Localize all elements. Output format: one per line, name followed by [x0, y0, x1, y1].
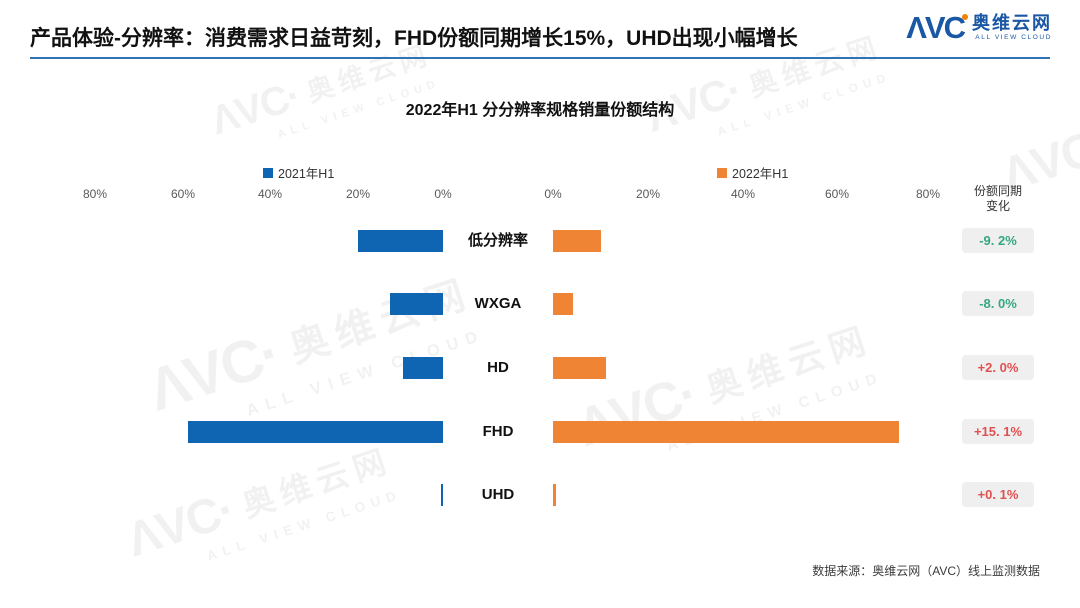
avc-logo-cn: 奥维云网	[972, 12, 1052, 33]
change-badge: -8. 0%	[962, 291, 1034, 316]
change-column-header: 份额同期 变化	[973, 184, 1023, 213]
bar-2021-hd	[403, 357, 443, 379]
legend-2021: 2021年H1	[263, 163, 334, 182]
left-axis-tick: 20%	[345, 187, 371, 201]
change-badge: +0. 1%	[962, 482, 1034, 507]
left-axis-tick: 0%	[434, 187, 452, 201]
chart-row-fhd: FHD +15. 1%	[0, 419, 1080, 444]
avc-logo-dot-icon	[962, 14, 968, 20]
change-badge: +2. 0%	[962, 355, 1034, 380]
chart-row-wxga: WXGA -8. 0%	[0, 291, 1080, 316]
bar-2022-low-res	[553, 230, 602, 252]
right-axis-tick: 40%	[730, 187, 756, 201]
left-axis-tick: 60%	[170, 187, 196, 201]
change-badge: -9. 2%	[962, 228, 1034, 253]
chart-row-low-res: 低分辨率 -9. 2%	[0, 228, 1080, 253]
right-axis-tick: 80%	[915, 187, 941, 201]
avc-watermark: ΛVC·奥维云网 ALL VIEW CLOUD	[140, 269, 488, 424]
chart-title: 2022年H1 分分辨率规格销量份额结构	[405, 102, 675, 119]
chart-row-uhd: UHD +0. 1%	[0, 482, 1080, 507]
bar-2021-fhd	[188, 421, 443, 443]
avc-logo: ΛVC 奥维云网 ALL VIEW CLOUD	[906, 12, 1052, 43]
category-label: UHD	[481, 486, 515, 503]
category-label: WXGA	[474, 295, 522, 312]
legend-2022: 2022年H1	[717, 163, 788, 182]
avc-logo-mark-icon: ΛVC	[906, 12, 968, 43]
page-title: 产品体验-分辨率：消费需求日益苛刻，FHD份额同期增长15%，UHD出现小幅增长	[30, 27, 798, 50]
legend-swatch-2021	[263, 167, 273, 178]
bar-2022-uhd	[553, 484, 556, 506]
category-label: 低分辨率	[467, 232, 528, 249]
data-source-note: 数据来源：奥维云网（AVC）线上监测数据	[812, 564, 1040, 578]
bar-2021-low-res	[358, 230, 443, 252]
legend-swatch-2022	[717, 167, 727, 178]
legend-label-2022: 2022年H1	[732, 167, 789, 181]
change-badge: +15. 1%	[962, 419, 1034, 444]
avc-watermark: ΛVC·奥维云网 ALL VIEW CLOUD	[120, 441, 405, 568]
legend-label-2021: 2021年H1	[278, 167, 335, 181]
bar-2021-uhd	[440, 484, 443, 506]
right-axis-tick: 0%	[544, 187, 562, 201]
bar-2022-wxga	[553, 293, 573, 315]
category-label: FHD	[482, 423, 514, 440]
right-axis-tick: 20%	[635, 187, 661, 201]
left-axis-tick: 80%	[82, 187, 108, 201]
right-axis-tick: 60%	[824, 187, 850, 201]
left-axis-tick: 40%	[257, 187, 283, 201]
header-divider	[30, 57, 1050, 59]
chart-row-hd: HD +2. 0%	[0, 355, 1080, 380]
bar-2022-hd	[553, 357, 606, 379]
avc-watermark: ΛVC·奥维云网 ALL VIEW CLOUD	[570, 318, 886, 459]
bar-2022-fhd	[553, 421, 899, 443]
bar-2021-wxga	[389, 293, 443, 315]
avc-logo-en: ALL VIEW CLOUD	[975, 33, 1052, 41]
category-label: HD	[487, 359, 509, 376]
